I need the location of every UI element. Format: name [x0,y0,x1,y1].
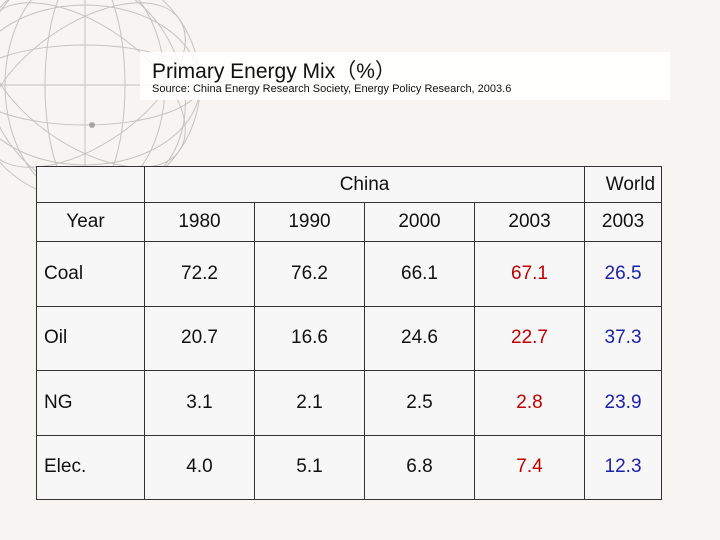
value-cell: 72.2 [144,241,255,307]
year-header-cell: 2003 [473,202,586,242]
slide-title: Primary Energy Mix（%） [152,60,396,83]
value-cell-china-2003: 67.1 [473,241,586,307]
table-row-oil: Oil 20.7 16.6 24.6 22.7 37.3 [36,305,663,371]
value-cell-world-2003: 37.3 [584,305,663,371]
title-background-band [140,52,670,100]
value-cell: 24.6 [364,305,475,371]
year-header-cell: 2003 [584,202,663,242]
value-cell-china-2003: 7.4 [473,434,586,500]
row-label: Oil [36,305,145,371]
value-cell-world-2003: 26.5 [584,241,663,307]
value-cell: 20.7 [144,305,255,371]
year-header-row: Year 1980 1990 2000 2003 2003 [36,202,663,242]
year-header-cell: 2000 [364,202,475,242]
value-cell: 5.1 [254,434,365,500]
value-cell: 4.0 [144,434,255,500]
table-row-coal: Coal 72.2 76.2 66.1 67.1 26.5 [36,241,663,307]
table-row-elec: Elec. 4.0 5.1 6.8 7.4 12.3 [36,434,663,500]
year-header-cell: 1990 [254,202,365,242]
row-label: Coal [36,241,145,307]
corner-cell [36,166,145,203]
value-cell: 3.1 [144,370,255,436]
year-label: Year [36,202,145,242]
group-header-row: China World [36,166,663,203]
row-label: Elec. [36,434,145,500]
value-cell: 2.1 [254,370,365,436]
year-header-cell: 1980 [144,202,255,242]
value-cell: 2.5 [364,370,475,436]
value-cell-world-2003: 12.3 [584,434,663,500]
row-label: NG [36,370,145,436]
value-cell: 6.8 [364,434,475,500]
value-cell-world-2003: 23.9 [584,370,663,436]
table-row-ng: NG 3.1 2.1 2.5 2.8 23.9 [36,370,663,436]
value-cell-china-2003: 2.8 [473,370,586,436]
energy-mix-table: China World Year 1980 1990 2000 2003 200… [36,166,663,500]
value-cell: 76.2 [254,241,365,307]
value-cell: 66.1 [364,241,475,307]
source-citation: Source: China Energy Research Society, E… [152,83,512,95]
value-cell: 16.6 [254,305,365,371]
china-group-header: China [143,166,586,203]
value-cell-china-2003: 22.7 [473,305,586,371]
world-group-header: World [584,166,663,203]
